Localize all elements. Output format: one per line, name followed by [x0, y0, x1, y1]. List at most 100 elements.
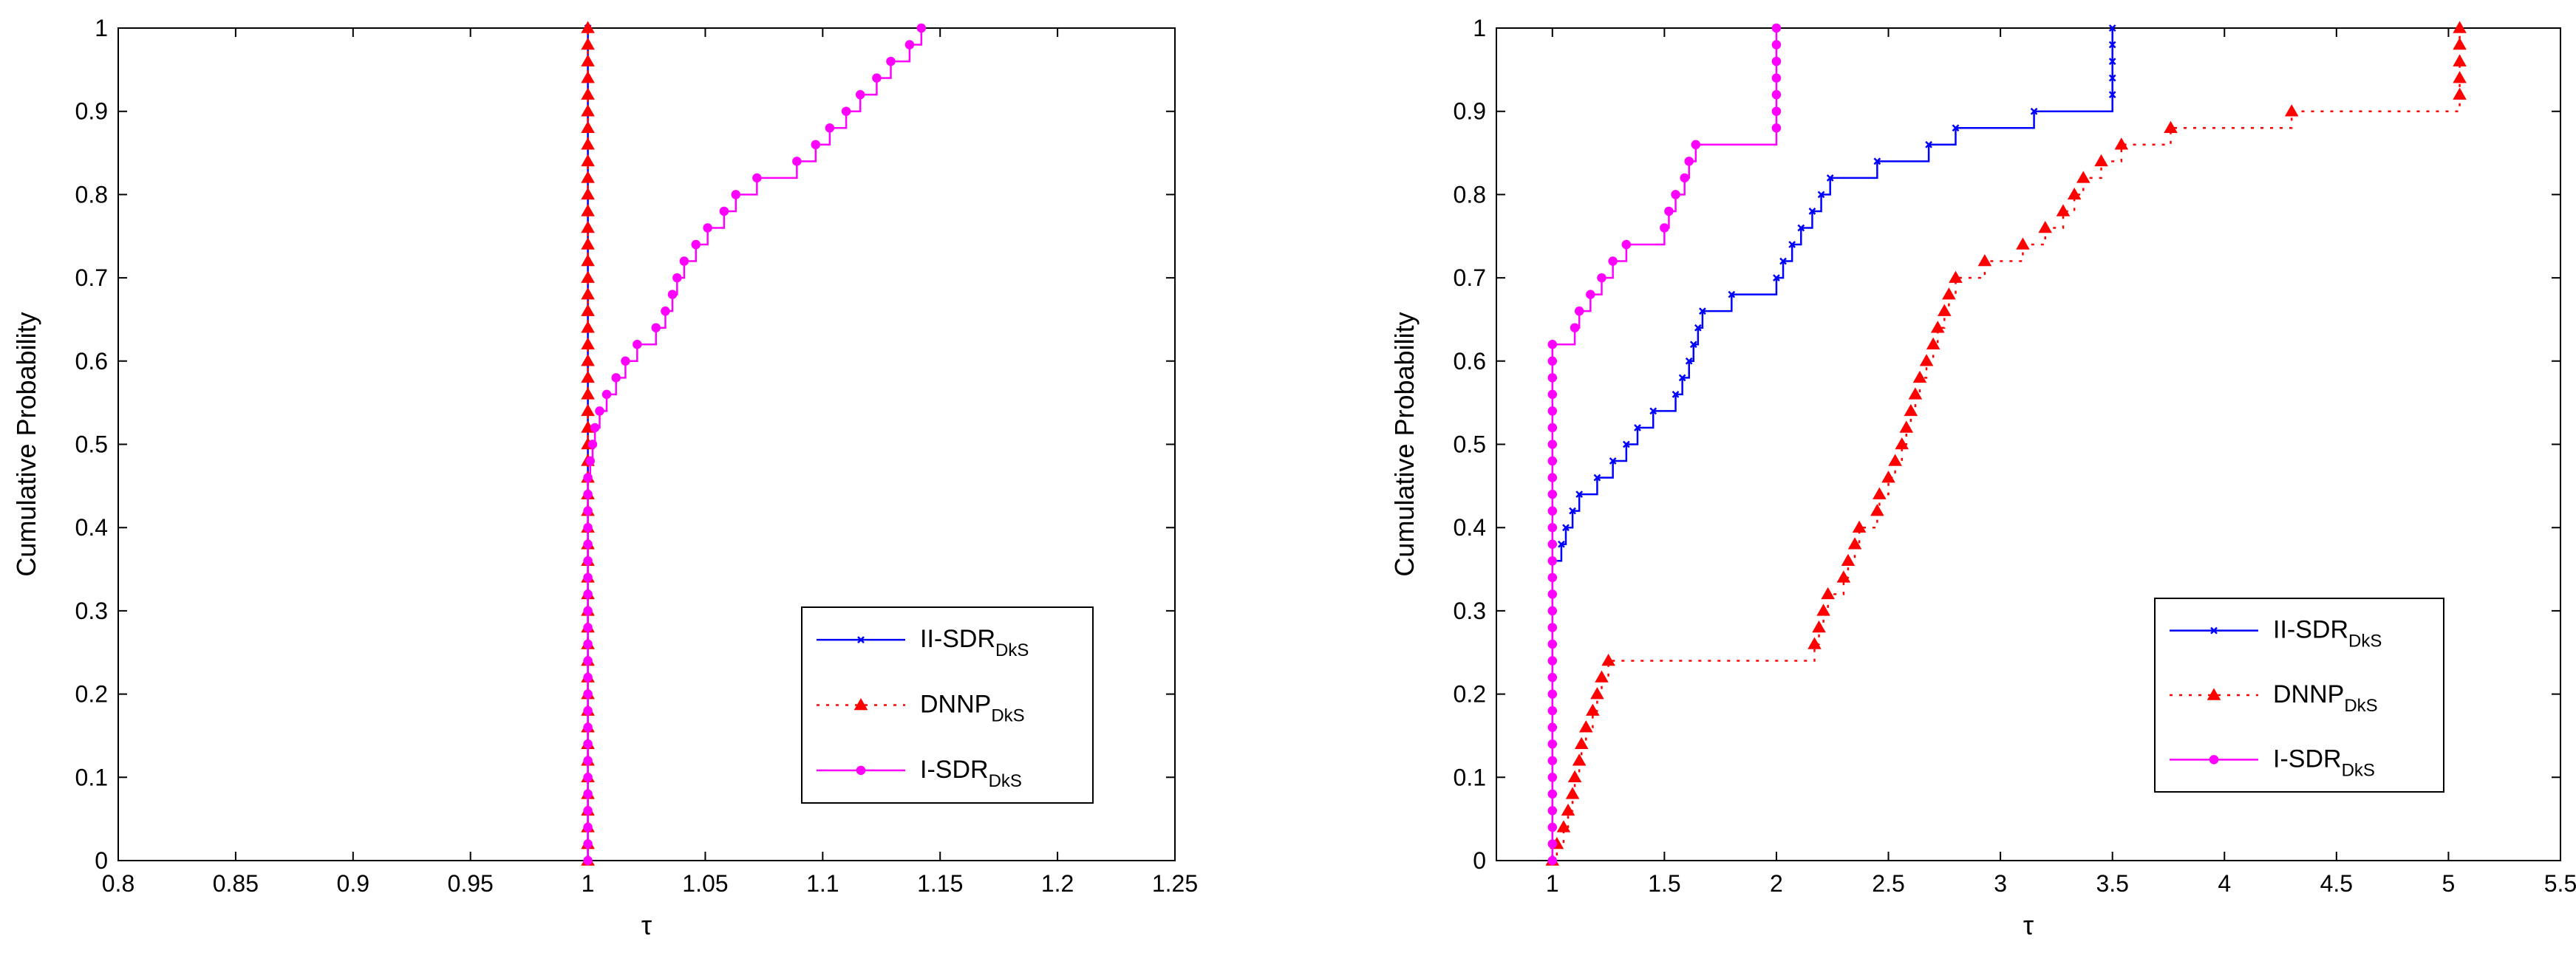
data-point — [1562, 524, 1570, 532]
data-point — [595, 406, 604, 416]
data-point — [1601, 654, 1615, 666]
data-point — [1547, 623, 1558, 632]
y-tick-label: 1 — [1473, 15, 1486, 41]
data-point — [1547, 506, 1558, 516]
data-point — [611, 373, 621, 383]
y-tick-label: 0.5 — [75, 431, 108, 458]
x-tick-label: 1.2 — [1041, 870, 1074, 897]
data-point — [1812, 620, 1826, 633]
data-point — [583, 556, 593, 566]
y-tick-label: 0.8 — [1454, 181, 1486, 208]
data-point — [2038, 220, 2053, 233]
data-point — [1826, 174, 1834, 182]
data-point — [583, 689, 593, 699]
data-point — [1771, 89, 1782, 100]
data-point — [1852, 520, 1867, 533]
x-tick-label: 0.85 — [213, 870, 259, 897]
data-point — [585, 456, 595, 466]
data-point — [590, 423, 600, 433]
data-point — [1547, 672, 1558, 683]
data-point — [1567, 770, 1582, 783]
legend-marker — [2207, 688, 2221, 700]
data-point — [1873, 157, 1881, 165]
data-point — [1899, 420, 1914, 433]
data-point — [1952, 124, 1960, 132]
data-point — [2284, 104, 2299, 117]
data-point — [581, 220, 595, 233]
legend-marker — [2209, 755, 2219, 765]
data-point — [1685, 357, 1693, 365]
x-tick-label: 1.25 — [1152, 870, 1198, 897]
data-point — [1808, 208, 1816, 215]
x-tick-label: 4 — [2218, 870, 2231, 897]
y-tick-label: 0.1 — [1454, 764, 1486, 790]
data-point — [1586, 703, 1600, 716]
data-point — [1556, 820, 1571, 833]
data-point — [1847, 537, 1862, 550]
data-point — [1593, 474, 1601, 482]
data-point — [1547, 473, 1558, 482]
data-point — [2453, 87, 2467, 100]
data-point — [1547, 406, 1558, 416]
data-point — [2108, 74, 2116, 82]
data-point — [1558, 540, 1565, 548]
y-tick-label: 0.7 — [75, 264, 108, 291]
data-point — [581, 104, 595, 117]
data-point — [1977, 254, 1992, 267]
data-point — [1547, 639, 1558, 649]
data-point — [583, 672, 593, 683]
data-point — [2108, 41, 2116, 49]
data-point — [1547, 656, 1558, 666]
data-point — [583, 506, 593, 516]
data-point — [1578, 720, 1593, 733]
legend-label-subscript: DkS — [991, 706, 1024, 726]
data-point — [1771, 73, 1782, 83]
series-i-sdr — [583, 23, 927, 866]
x-axis-label: τ — [641, 910, 652, 940]
data-point — [2030, 107, 2038, 115]
y-tick-label: 0.4 — [1454, 514, 1486, 541]
y-tick-label: 0.4 — [75, 514, 108, 541]
data-point — [886, 56, 896, 66]
series-dnnp — [581, 21, 595, 866]
data-point — [1908, 387, 1923, 400]
data-point — [1773, 274, 1780, 281]
data-point — [1547, 522, 1558, 533]
data-point — [583, 806, 593, 816]
data-point — [1926, 337, 1940, 350]
data-point — [855, 89, 865, 100]
data-point — [1547, 822, 1558, 833]
x-tick-label: 5 — [2442, 870, 2456, 897]
data-point — [1595, 670, 1609, 683]
y-tick-label: 0.9 — [75, 98, 108, 125]
data-point — [1771, 40, 1782, 49]
legend-label-subscript: DkS — [2342, 760, 2375, 780]
legend-marker — [853, 697, 868, 711]
data-point — [1547, 556, 1558, 566]
data-point — [587, 440, 598, 449]
data-point — [1660, 223, 1669, 233]
data-point — [2056, 204, 2071, 216]
legend-marker — [856, 765, 866, 776]
data-point — [583, 473, 593, 482]
data-point — [1788, 241, 1796, 248]
data-point — [1547, 773, 1558, 782]
x-tick-label: 0.9 — [337, 870, 369, 897]
data-point — [583, 855, 593, 866]
x-tick-label: 2.5 — [1872, 870, 1904, 897]
legend-label-main: I-SDR — [2273, 745, 2342, 773]
data-point — [1938, 304, 1952, 316]
data-point — [1574, 736, 1589, 749]
data-point — [1547, 606, 1558, 616]
data-point — [581, 304, 595, 316]
data-point — [811, 140, 821, 150]
data-point — [679, 256, 689, 266]
data-point — [2453, 54, 2467, 66]
data-point — [2453, 21, 2467, 33]
data-point — [1821, 587, 1835, 600]
data-point — [1699, 307, 1706, 315]
data-point — [872, 73, 882, 83]
data-point — [1888, 454, 1902, 466]
x-tick-label: 3.5 — [2096, 870, 2128, 897]
data-point — [1841, 553, 1856, 567]
